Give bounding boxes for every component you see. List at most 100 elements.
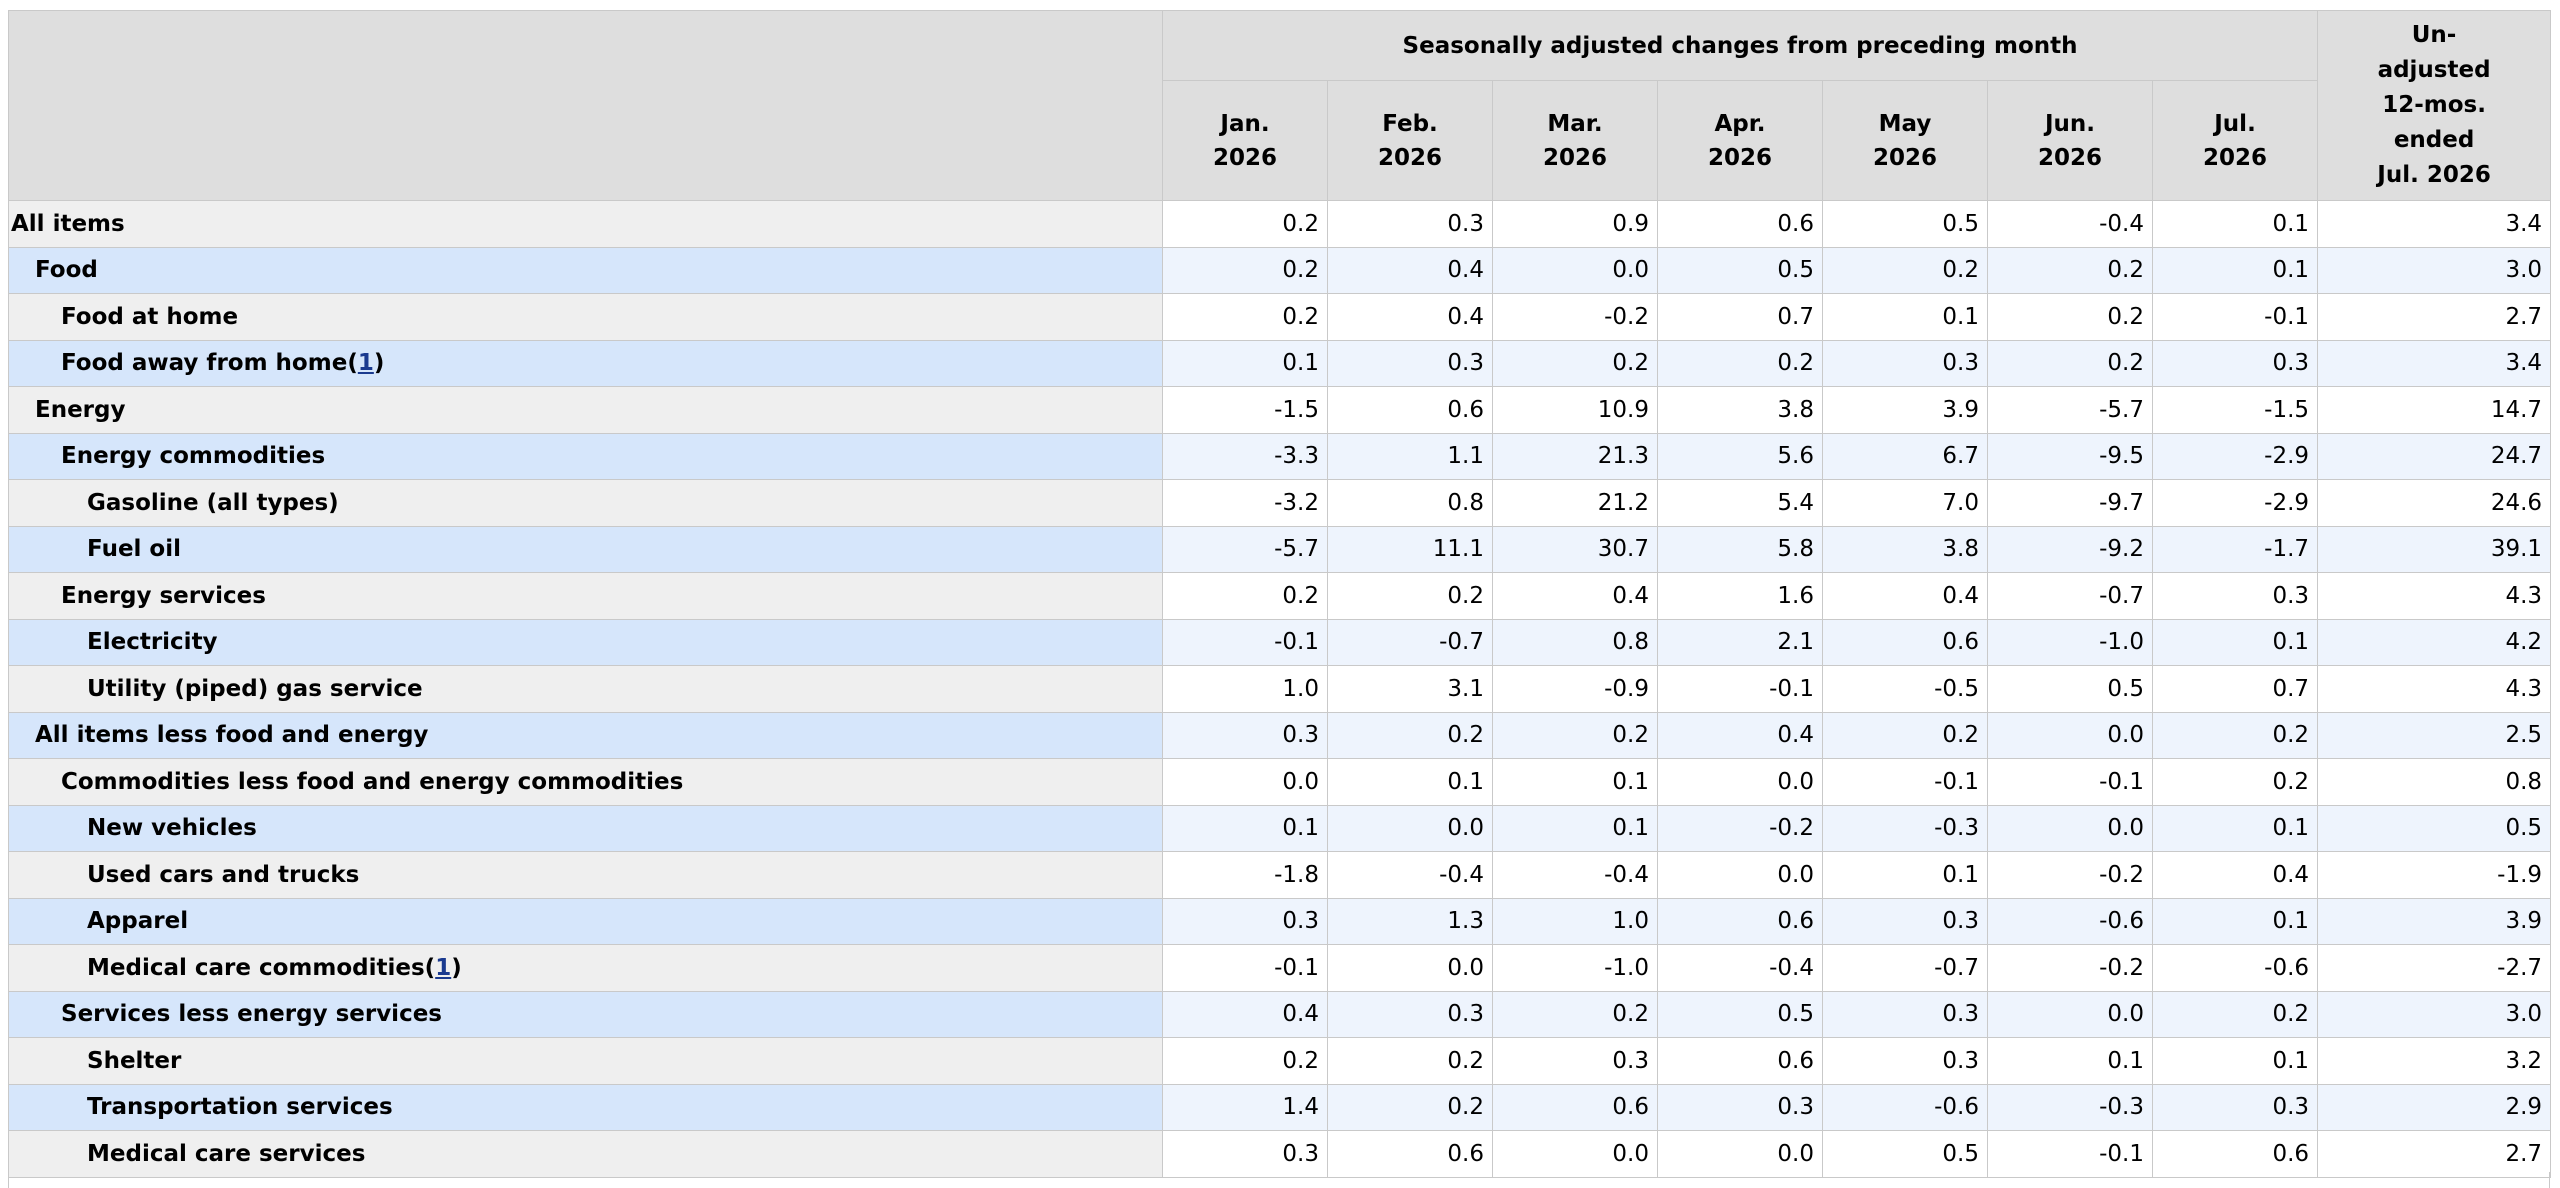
monthly-change-cell: -0.2 — [1657, 804, 1823, 852]
monthly-change-cell: 3.8 — [1657, 386, 1823, 434]
table-row: Food at home 0.2 0.4 -0.2 0.7 0.1 0.2 -0.1 2.7 — [8, 293, 2552, 341]
unadjusted-value-cell: 0.5 — [2317, 804, 2552, 852]
monthly-change-cell: 5.4 — [1657, 479, 1823, 527]
monthly-change-cell: -0.4 — [1987, 200, 2153, 248]
unadjusted-line: Jul. 2026 — [2377, 162, 2491, 188]
monthly-change-cell: 11.1 — [1327, 525, 1493, 573]
month-year: 2026 — [2203, 144, 2268, 171]
monthly-change-cell: 0.1 — [1822, 293, 1988, 341]
monthly-change-cell: -0.2 — [1987, 944, 2153, 992]
monthly-change-cell: 0.6 — [1657, 1037, 1823, 1085]
monthly-change-cell: 0.1 — [1162, 339, 1328, 387]
row-label-cell: Food away from home(1) — [8, 339, 1163, 387]
monthly-change-cell: 0.2 — [2151, 711, 2319, 759]
monthly-change-cell: 0.4 — [2151, 851, 2319, 899]
monthly-change-cell: -0.1 — [1987, 758, 2153, 806]
monthly-change-cell: -0.4 — [1657, 944, 1823, 992]
monthly-change-cell: 0.2 — [1987, 246, 2153, 294]
monthly-change-cell: 21.3 — [1492, 432, 1658, 480]
unadjusted-value-cell: 3.4 — [2317, 200, 2552, 248]
monthly-change-cell: -1.0 — [1492, 944, 1658, 992]
row-label: Energy services — [61, 582, 266, 609]
cpi-table-container: Seasonally adjusted changes from precedi… — [8, 10, 2552, 1178]
monthly-change-cell: -3.2 — [1162, 479, 1328, 527]
month-name: Feb. — [1382, 110, 1438, 137]
row-label: Food away from home — [61, 350, 348, 377]
row-label-cell: Apparel — [8, 897, 1163, 945]
monthly-change-cell: 0.6 — [1657, 200, 1823, 248]
monthly-change-cell: -9.5 — [1987, 432, 2153, 480]
month-year: 2026 — [2037, 144, 2102, 171]
unadjusted-value-cell: 3.0 — [2317, 246, 2552, 294]
row-label: New vehicles — [87, 815, 257, 842]
monthly-change-cell: 0.5 — [1657, 246, 1823, 294]
table-row: All items 0.2 0.3 0.9 0.6 0.5 -0.4 0.1 3.4 — [8, 200, 2552, 248]
monthly-change-cell: 0.3 — [1822, 1037, 1988, 1085]
unadjusted-value-cell: 4.3 — [2317, 665, 2552, 713]
month-name: Jan. — [1220, 110, 1270, 137]
monthly-change-cell: 0.1 — [2151, 246, 2319, 294]
monthly-change-cell: 0.1 — [1822, 851, 1988, 899]
month-name: Apr. — [1714, 110, 1766, 137]
monthly-change-cell: -0.3 — [1822, 804, 1988, 852]
row-label-cell: Food — [8, 246, 1163, 294]
monthly-change-cell: 0.0 — [1987, 990, 2153, 1038]
row-label: Energy commodities — [61, 443, 326, 470]
table-row: Energy commodities -3.3 1.1 21.3 5.6 6.7 -9.5-… — [8, 432, 2552, 480]
month-header-3: Apr. 2026 — [1657, 80, 1823, 201]
monthly-change-cell: 0.9 — [1492, 200, 1658, 248]
stub-header — [8, 10, 1163, 201]
monthly-change-cell: 0.0 — [1657, 851, 1823, 899]
monthly-change-cell: -0.6 — [2151, 944, 2319, 992]
monthly-change-cell: 0.0 — [1492, 1130, 1658, 1178]
monthly-change-cell: 0.7 — [1657, 293, 1823, 341]
monthly-change-cell: 3.8 — [1822, 525, 1988, 573]
monthly-change-cell: 0.1 — [2151, 618, 2319, 666]
monthly-change-cell: -0.1 — [1657, 665, 1823, 713]
footnote-link[interactable]: 1 — [435, 954, 452, 981]
row-label-cell: Fuel oil — [8, 525, 1163, 573]
unadjusted-value-cell: 24.6 — [2317, 479, 2552, 527]
monthly-change-cell: 0.2 — [1162, 293, 1328, 341]
monthly-change-cell: 1.0 — [1162, 665, 1328, 713]
monthly-change-cell: 0.2 — [1327, 572, 1493, 620]
monthly-change-cell: 0.1 — [2151, 200, 2319, 248]
monthly-change-cell: -0.2 — [1492, 293, 1658, 341]
monthly-change-cell: 0.3 — [1162, 1130, 1328, 1178]
monthly-change-cell: -9.2 — [1987, 525, 2153, 573]
monthly-change-cell: 0.1 — [1492, 758, 1658, 806]
monthly-change-cell: -0.6 — [1822, 1083, 1988, 1131]
monthly-change-cell: 5.6 — [1657, 432, 1823, 480]
month-year: 2026 — [1707, 144, 1772, 171]
month-header-row: Jan. 2026 Feb. 2026 Mar. 2026 Apr. 2026 May 2026 J… — [9, 80, 2551, 201]
monthly-change-cell: 0.0 — [1492, 246, 1658, 294]
monthly-change-cell: 0.2 — [1492, 990, 1658, 1038]
table-row: Food 0.2 0.4 0.0 0.5 0.2 0.2 0.1 3.0 — [8, 246, 2552, 294]
row-label-cell: Medical care services — [8, 1130, 1163, 1178]
row-label: Commodities less food and energy commodi… — [61, 768, 684, 795]
row-label: Electricity — [87, 629, 218, 656]
unadjusted-value-cell: 14.7 — [2317, 386, 2552, 434]
monthly-change-cell: -9.7 — [1987, 479, 2153, 527]
monthly-change-cell: -0.4 — [1492, 851, 1658, 899]
monthly-change-cell: -1.7 — [2151, 525, 2319, 573]
monthly-change-cell: 0.0 — [1657, 1130, 1823, 1178]
monthly-change-cell: 0.3 — [1327, 200, 1493, 248]
monthly-change-cell: 0.6 — [1327, 386, 1493, 434]
unadjusted-value-cell: -1.9 — [2317, 851, 2552, 899]
month-header-6: Jul. 2026 — [2151, 80, 2319, 201]
monthly-change-cell: -5.7 — [1162, 525, 1328, 573]
monthly-change-cell: 0.6 — [1822, 618, 1988, 666]
table-row: Food away from home(1) 0.1 0.3 0.2 0.2 0.3 0.2… — [8, 339, 2552, 387]
footnote-link[interactable]: 1 — [357, 350, 374, 377]
row-label: Utility (piped) gas service — [87, 675, 423, 702]
monthly-change-cell: 2.1 — [1657, 618, 1823, 666]
monthly-change-cell: 0.6 — [2151, 1130, 2319, 1178]
table-row: Medical care services 0.3 0.6 0.0 0.0 0.5 -0.1… — [8, 1130, 2552, 1178]
monthly-change-cell: -1.8 — [1162, 851, 1328, 899]
table-body: All items 0.2 0.3 0.9 0.6 0.5 -0.4 0.1 3.4 Food 0.… — [8, 200, 2552, 1178]
unadjusted-value-cell: 4.3 — [2317, 572, 2552, 620]
monthly-change-cell: 0.0 — [1987, 711, 2153, 759]
monthly-change-cell: 0.1 — [1987, 1037, 2153, 1085]
monthly-change-cell: 0.2 — [1162, 1037, 1328, 1085]
